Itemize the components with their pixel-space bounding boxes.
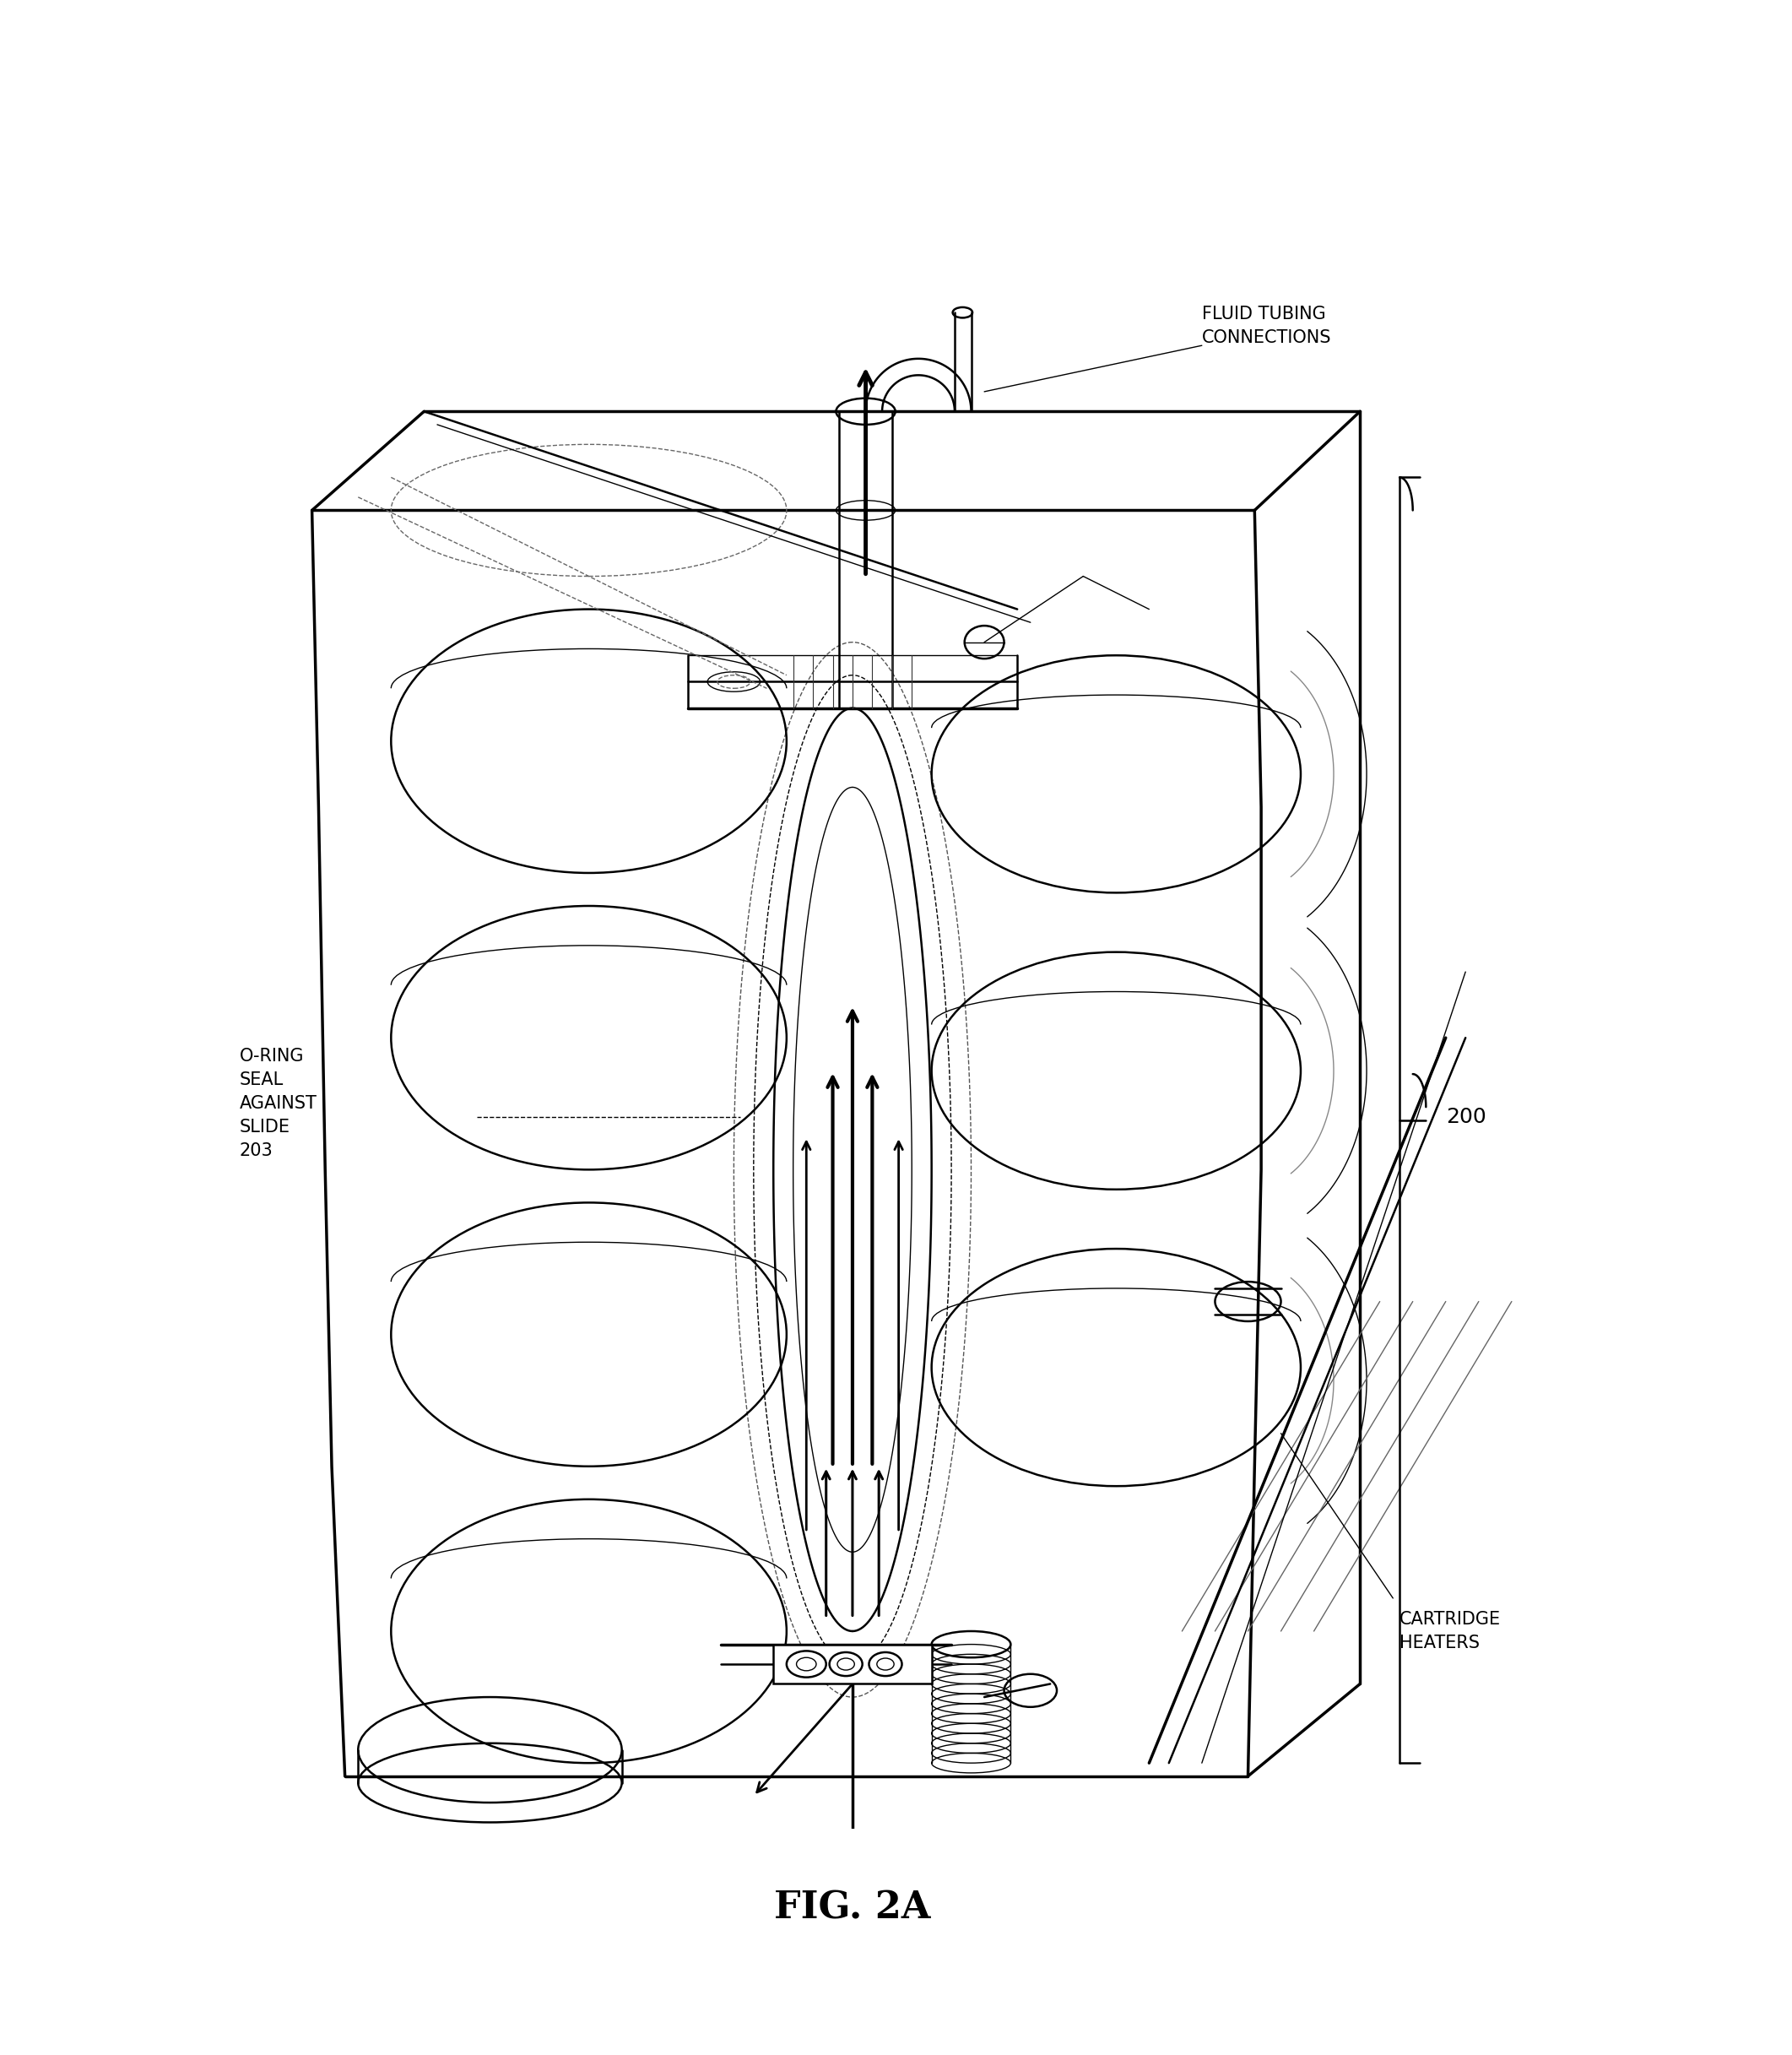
Text: 200: 200	[1446, 1108, 1486, 1126]
Bar	[774, 1644, 932, 1683]
Text: CARTRIDGE
HEATERS: CARTRIDGE HEATERS	[1400, 1611, 1502, 1652]
Text: FIG. 2A: FIG. 2A	[774, 1891, 930, 1926]
Text: O-RING
SEAL
AGAINST
SLIDE
203: O-RING SEAL AGAINST SLIDE 203	[240, 1048, 317, 1159]
Text: FLUID TUBING
CONNECTIONS: FLUID TUBING CONNECTIONS	[1202, 306, 1331, 345]
